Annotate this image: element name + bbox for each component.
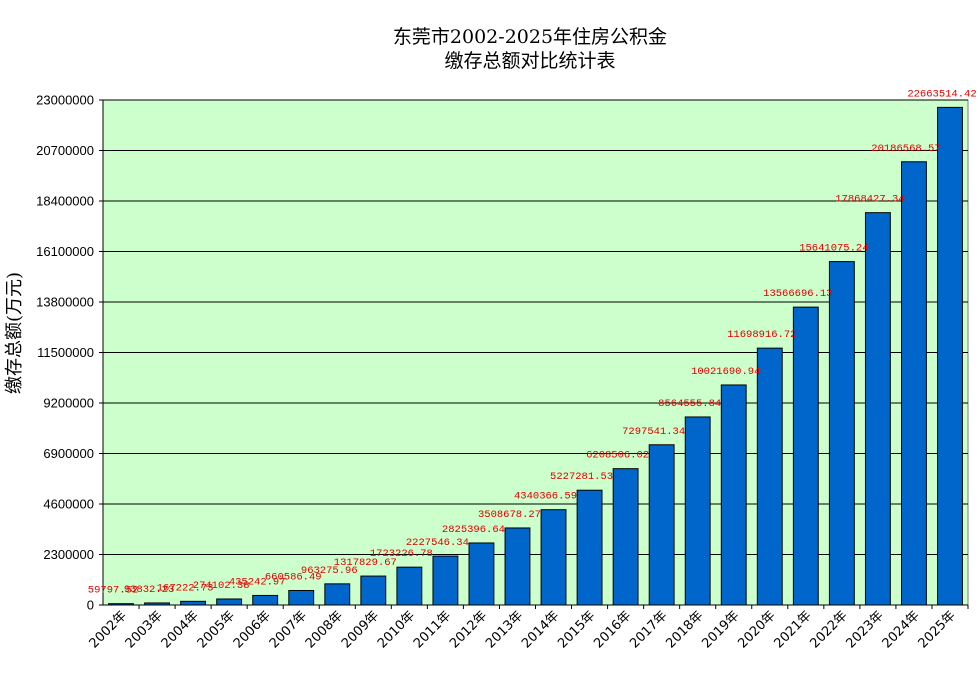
bars	[108, 106, 963, 606]
chart-title-line-1: 东莞市2002-2025年住房公积金	[392, 26, 668, 48]
x-tick-label: 2023年	[844, 608, 887, 651]
data-label: 15641075.24	[799, 243, 868, 255]
y-tick-labels: 0 2300000 4600000 6900000 9200000 11500000 138…	[36, 93, 94, 613]
y-tick-label: 11500000	[37, 345, 94, 360]
bar	[360, 575, 387, 606]
bar	[216, 598, 243, 606]
x-tick-label: 2018年	[663, 608, 706, 651]
data-label: 1723226.78	[370, 548, 433, 560]
x-tick-label: 2015年	[555, 608, 598, 651]
x-tick-label: 2009年	[339, 608, 382, 651]
bar	[828, 261, 855, 606]
y-tick-label: 20700000	[36, 143, 94, 158]
bar	[180, 600, 207, 606]
x-tick-label: 2017年	[627, 608, 670, 651]
x-tick-label: 2014年	[519, 608, 562, 651]
bar	[504, 527, 531, 606]
bar	[648, 444, 675, 606]
data-labels: 59797.5293832.23167222.73274102.38435242…	[88, 88, 977, 596]
bar	[720, 384, 747, 606]
data-label: 5227281.53	[550, 471, 613, 483]
y-tick-label: 2300000	[43, 547, 94, 562]
data-label: 660586.49	[265, 571, 322, 583]
x-tick-labels: 2002年2003年2004年2005年2006年2007年2008年2009年…	[87, 608, 959, 651]
y-tick-label: 13800000	[36, 295, 94, 310]
x-tick-label: 2013年	[483, 608, 526, 651]
data-label: 963275.96	[301, 565, 358, 577]
bar	[540, 509, 567, 606]
x-tick-label: 2019年	[699, 608, 742, 651]
data-label: 4340366.59	[514, 491, 577, 503]
x-tick-label: 2022年	[807, 608, 850, 651]
x-tick-label: 2025年	[916, 608, 959, 651]
bar	[612, 468, 639, 606]
data-label: 11698916.72	[727, 329, 796, 341]
data-label: 22663514.42	[907, 88, 976, 100]
data-label: 1317829.67	[334, 557, 397, 569]
x-tick-label: 2016年	[591, 608, 634, 651]
y-tick-label: 16100000	[36, 244, 94, 259]
bar	[288, 589, 315, 606]
x-tick-label: 2020年	[735, 608, 778, 651]
data-label: 17868427.34	[835, 194, 904, 206]
data-label: 167222.73	[157, 582, 214, 594]
x-tick-label: 2005年	[195, 608, 238, 651]
x-tick-label: 2010年	[375, 608, 418, 651]
x-tick-label: 2008年	[303, 608, 346, 651]
data-label: 13566696.13	[763, 288, 832, 300]
x-tick-label: 2003年	[123, 608, 166, 651]
x-tick-label: 2024年	[880, 608, 923, 651]
y-tick-label: 0	[87, 598, 94, 613]
data-label: 6208506.02	[586, 450, 649, 462]
bar	[864, 212, 891, 606]
bar	[937, 106, 963, 606]
y-tick-label: 23000000	[36, 93, 94, 108]
bar	[756, 347, 783, 606]
y-tick-label: 18400000	[36, 194, 94, 209]
y-tick-label: 4600000	[43, 497, 94, 512]
data-label: 8564555.84	[658, 398, 721, 410]
data-label: 435242.97	[229, 576, 286, 588]
x-tick-label: 2012年	[447, 608, 490, 651]
data-label: 20186568.57	[871, 143, 940, 155]
data-label: 59797.52	[88, 585, 138, 597]
gridlines	[99, 99, 968, 606]
data-label: 2227546.34	[406, 537, 469, 549]
bar	[324, 583, 351, 606]
bar	[432, 555, 459, 606]
data-label: 7297541.34	[622, 426, 685, 438]
y-tick-label: 6900000	[43, 446, 94, 461]
x-tick-label: 2004年	[159, 608, 202, 651]
x-tick-label: 2011年	[411, 608, 454, 651]
bar	[576, 489, 603, 606]
data-label: 274102.38	[193, 580, 250, 592]
x-tick-label: 2021年	[771, 608, 814, 651]
data-label: 3508678.27	[478, 509, 541, 521]
axes	[102, 100, 969, 609]
bar	[792, 306, 819, 606]
data-label: 10021690.94	[691, 366, 760, 378]
bar	[252, 594, 279, 606]
y-tick-label: 9200000	[43, 396, 94, 411]
bar	[901, 161, 927, 606]
x-tick-label: 2002年	[87, 608, 130, 651]
bar	[684, 416, 711, 606]
bar	[396, 566, 423, 606]
data-label: 93832.23	[124, 584, 174, 596]
bar	[468, 542, 495, 606]
x-tick-label: 2007年	[267, 608, 310, 651]
chart-title-line-2: 缴存总额对比统计表	[444, 50, 616, 72]
data-label: 2825396.64	[442, 524, 505, 536]
y-axis-title: 缴存总额(万元)	[4, 272, 25, 394]
x-tick-label: 2006年	[231, 608, 274, 651]
